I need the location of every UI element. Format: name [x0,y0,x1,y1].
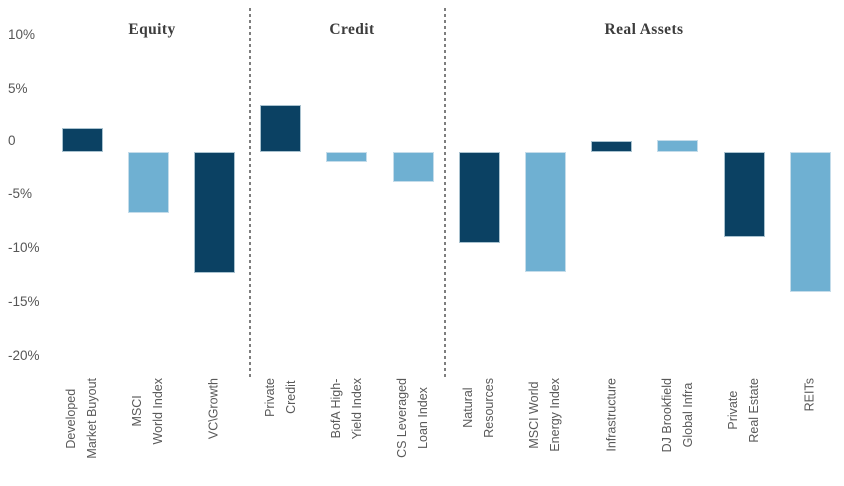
category-label-line: CS Leveraged [395,378,409,458]
category-label-dj-brookfield-global-infra: DJ Brookfield Global Infra [657,378,699,452]
y-axis-tick-label: -20% [8,348,40,363]
category-label-natural-resources: Natural Resources [458,378,500,438]
category-label-msci-world-energy-index: MSCI World Energy Index [524,378,566,452]
y-axis-tick-label: -15% [8,294,40,309]
category-label-line: Infrastructure [604,378,619,452]
category-label-msci-world-index: MSCI World Index [127,378,169,444]
y-axis-tick-label: 10% [8,27,36,42]
bar-private-credit [260,104,302,152]
y-axis-tick-label: 0 [8,133,16,148]
category-label-line: Natural [461,387,476,429]
category-label-private-real-estate: Private Real Estate [723,378,765,443]
category-label-line: Global Infra [680,382,695,448]
category-label-reits: REITs [800,378,821,411]
section-header-equity: Equity [128,21,176,38]
y-axis-tick-label: -5% [8,186,33,201]
bar-reits [789,151,831,293]
category-label-line: MSCI [130,395,145,427]
bar-infrastructure [591,140,633,152]
section-divider-credit-real-assets [444,8,446,380]
bar-natural-resources [458,151,500,243]
category-label-line: DJ Brookfield [659,378,674,453]
section-header-credit: Credit [329,21,375,38]
category-label-line: Loan Index [416,387,430,449]
category-label-line: Market Buyout [85,378,99,459]
category-label-infrastructure: Infrastructure [601,378,622,452]
bar-cs-leveraged-loan-index [392,151,434,182]
category-label-line: Credit [283,380,298,415]
category-label-vc-growth: VC\Growth [204,378,225,439]
category-label-line: World Index [151,378,166,445]
bar-developed-market-buyout [61,128,103,152]
category-label-bofa-high-yield-index: BofA High- Yield Index [326,378,368,439]
category-label-line: REITs [802,378,817,412]
section-header-real-assets: Real Assets [604,21,684,38]
category-label-line: Real Estate [747,378,761,443]
bar-vc-growth [193,151,235,273]
category-label-line: Resources [482,378,497,438]
category-label-line: VC\Growth [206,378,221,440]
y-axis-tick-label: -10% [8,240,40,255]
y-axis-tick-label: 5% [8,81,28,96]
bar-private-real-estate [723,151,765,238]
category-label-line: Private [726,390,740,430]
category-label-line: MSCI World [527,381,542,449]
category-label-line: Developed [64,388,78,449]
bar-msci-world-energy-index [524,151,566,272]
bar-msci-world-index [127,151,169,213]
category-label-line: BofA High- [328,378,343,439]
bar-dj-brookfield-global-infra [657,139,699,152]
category-label-line: Yield Index [349,378,364,440]
category-label-private-credit: Private Credit [260,378,302,417]
section-divider-equity-credit [249,8,251,380]
bar-bofa-high-yield-index [326,151,368,163]
category-label-line: Private [262,378,277,417]
category-label-developed-market-buyout: Developed Market Buyout [61,378,103,459]
category-label-line: Energy Index [548,378,563,452]
category-label-cs-leveraged-loan-index: CS Leveraged Loan Index [392,378,434,458]
